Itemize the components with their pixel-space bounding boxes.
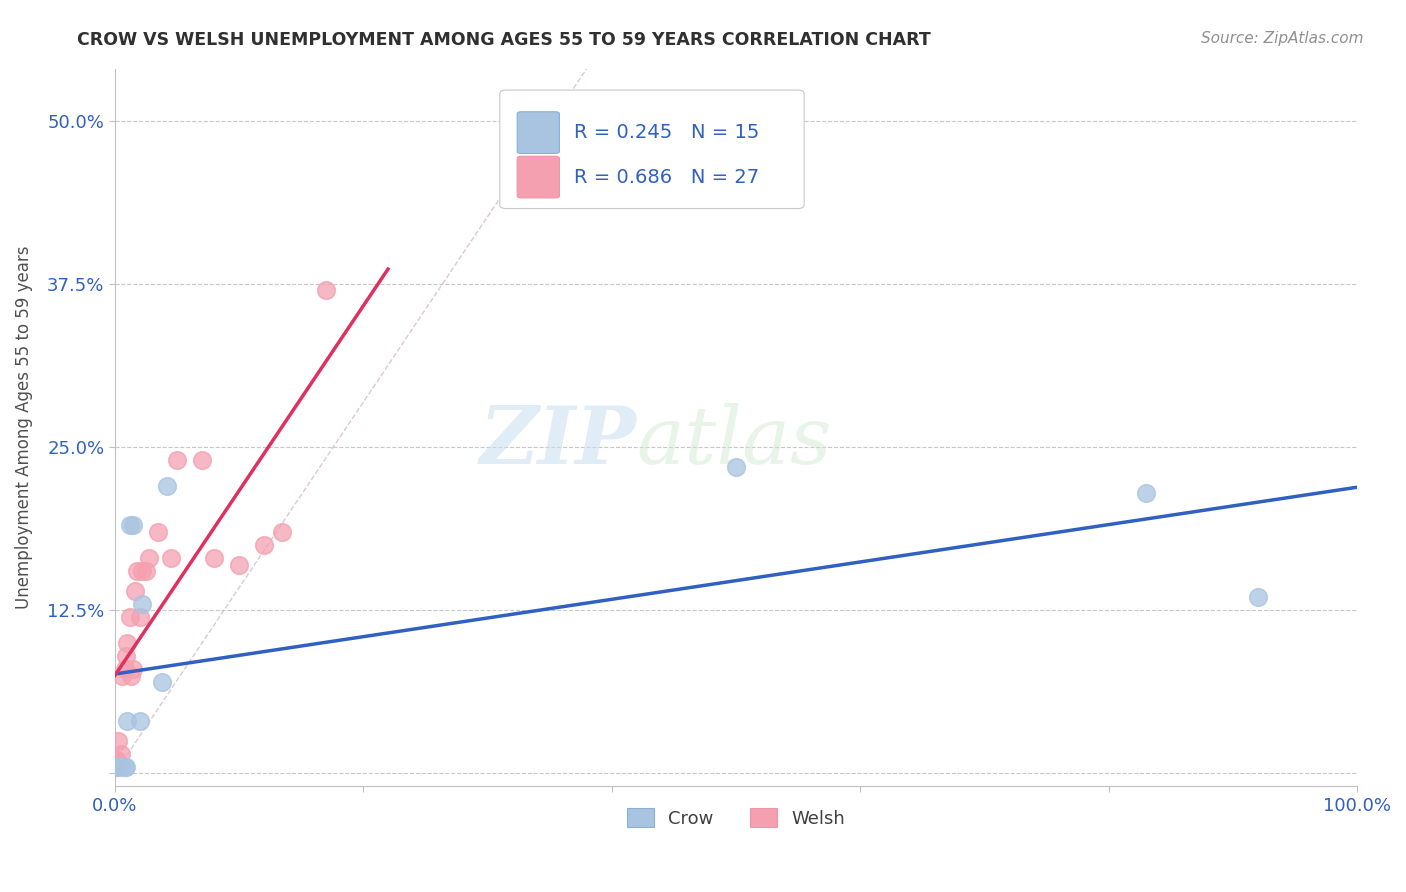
Point xyxy=(271,524,294,539)
Text: Source: ZipAtlas.com: Source: ZipAtlas.com xyxy=(1201,31,1364,46)
Point xyxy=(315,284,337,298)
Point xyxy=(253,538,276,552)
Point xyxy=(118,609,141,624)
Point xyxy=(104,753,127,767)
Point xyxy=(114,760,136,774)
Point xyxy=(150,675,173,690)
Point xyxy=(1135,485,1157,500)
Point xyxy=(104,760,127,774)
Point xyxy=(114,662,136,676)
Point xyxy=(115,760,138,774)
Point xyxy=(105,753,128,767)
Point xyxy=(118,518,141,533)
Point xyxy=(122,662,145,676)
Text: R = 0.245   N = 15: R = 0.245 N = 15 xyxy=(574,123,759,142)
Legend: Crow, Welsh: Crow, Welsh xyxy=(620,801,852,835)
Point xyxy=(115,714,138,729)
FancyBboxPatch shape xyxy=(517,156,560,198)
Point xyxy=(202,551,225,566)
Point xyxy=(128,714,150,729)
Point xyxy=(104,760,127,774)
Point xyxy=(124,583,146,598)
Text: atlas: atlas xyxy=(637,403,832,481)
Text: R = 0.686   N = 27: R = 0.686 N = 27 xyxy=(574,168,759,186)
Point xyxy=(156,479,179,493)
Text: CROW VS WELSH UNEMPLOYMENT AMONG AGES 55 TO 59 YEARS CORRELATION CHART: CROW VS WELSH UNEMPLOYMENT AMONG AGES 55… xyxy=(77,31,931,49)
Point xyxy=(105,760,128,774)
Point xyxy=(131,597,153,611)
Point xyxy=(135,564,157,578)
Point xyxy=(159,551,181,566)
Point xyxy=(128,609,150,624)
Point xyxy=(111,668,134,682)
Point xyxy=(120,668,142,682)
Point xyxy=(110,760,132,774)
Y-axis label: Unemployment Among Ages 55 to 59 years: Unemployment Among Ages 55 to 59 years xyxy=(15,246,32,609)
FancyBboxPatch shape xyxy=(499,90,804,209)
Point xyxy=(190,453,212,467)
Point xyxy=(115,648,138,663)
Point xyxy=(110,747,132,761)
Point xyxy=(122,518,145,533)
FancyBboxPatch shape xyxy=(517,112,560,153)
Point xyxy=(138,551,160,566)
Point xyxy=(1246,591,1268,605)
Point xyxy=(115,636,138,650)
Point xyxy=(166,453,188,467)
Text: ZIP: ZIP xyxy=(479,403,637,481)
Point xyxy=(724,459,747,474)
Point xyxy=(228,558,250,572)
Point xyxy=(107,733,129,747)
Point xyxy=(125,564,148,578)
Point xyxy=(146,524,169,539)
Point xyxy=(131,564,153,578)
